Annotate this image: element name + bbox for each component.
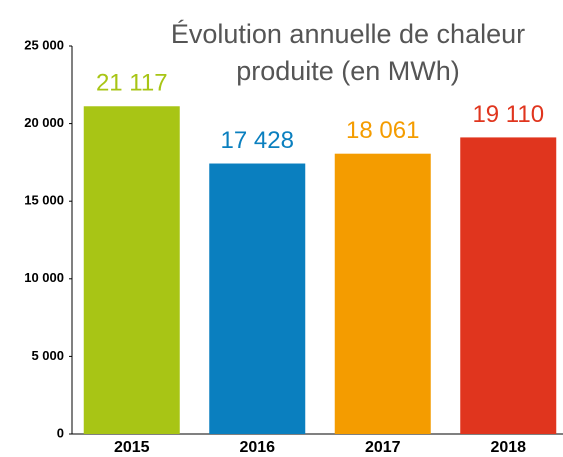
y-tick-label: 5 000 bbox=[31, 348, 64, 363]
x-tick-label: 2015 bbox=[114, 439, 150, 456]
value-label: 19 110 bbox=[472, 101, 544, 128]
bar bbox=[460, 137, 557, 435]
title-box: Évolution annuelle de chaleur produite (… bbox=[170, 19, 526, 86]
y-tick-label: 15 000 bbox=[24, 193, 64, 208]
x-tick-label: 2018 bbox=[490, 439, 526, 456]
y-tick-label: 0 bbox=[57, 425, 64, 440]
bar bbox=[83, 106, 180, 434]
y-tick-label: 25 000 bbox=[24, 37, 64, 52]
x-tick-label: 2016 bbox=[239, 439, 275, 456]
y-tick-label: 20 000 bbox=[24, 115, 64, 130]
value-label: 17 428 bbox=[221, 127, 294, 154]
bar bbox=[209, 163, 306, 434]
y-tick-label: 10 000 bbox=[24, 270, 64, 285]
x-tick-label: 2017 bbox=[365, 439, 401, 456]
bar bbox=[334, 153, 431, 434]
value-label: 21 117 bbox=[96, 70, 168, 97]
chart-title: Évolution annuelle de chaleur produite (… bbox=[170, 19, 526, 86]
value-label: 18 061 bbox=[346, 117, 419, 144]
